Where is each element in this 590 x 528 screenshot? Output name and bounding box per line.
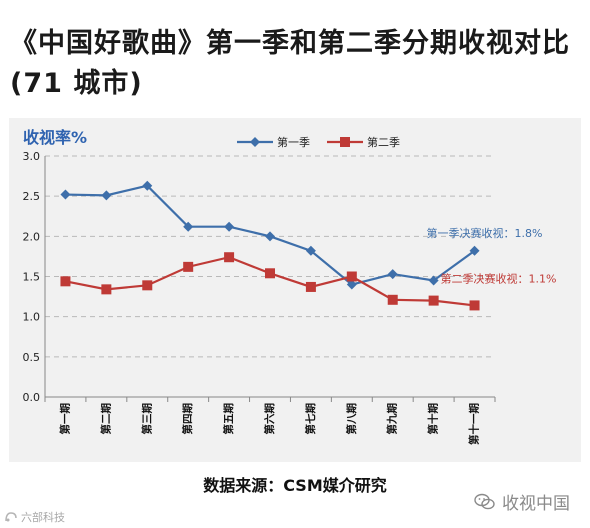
- series-1-point: [142, 180, 153, 191]
- annotation-2: 第二季决赛收视：1.1%: [441, 271, 557, 285]
- data-source-note: 数据来源：CSM媒介研究: [203, 476, 387, 495]
- y-tick-label: 1.5: [23, 271, 41, 284]
- series-2-point: [265, 268, 275, 279]
- series-2-point: [101, 284, 112, 295]
- line-chart: 收视率% 0.0 0.5 1.0 1.5 2.0 2.5 3.0 第一期 第二期 第三期 第四期 第五期…: [23, 128, 557, 445]
- x-tick-label: 第十期: [427, 403, 440, 435]
- series-2-point: [60, 276, 71, 287]
- x-tick-label: 第七期: [304, 403, 317, 435]
- y-tick-label: 1.0: [23, 311, 41, 324]
- y-tick-label: 2.0: [23, 230, 41, 243]
- series-1-point: [101, 190, 112, 201]
- x-tick-label: 第三期: [140, 403, 153, 435]
- series-1-point: [469, 245, 480, 256]
- series-2-point: [469, 300, 480, 311]
- series-2-point: [428, 295, 439, 306]
- y-tick-label: 3.0: [23, 150, 41, 163]
- series-1-point: [183, 221, 194, 232]
- annotation-1: 第一季决赛收视：1.8%: [427, 226, 543, 240]
- watermark-wechat: 收视中国: [474, 489, 570, 514]
- legend-marker-2: [340, 137, 350, 147]
- series-1-point: [346, 279, 357, 290]
- series-2-point: [183, 261, 194, 272]
- series-2-point: [305, 281, 316, 292]
- x-tick-label: 第五期: [222, 403, 235, 435]
- legend-label-2: 第二季: [367, 135, 400, 149]
- series-1-point: [265, 231, 275, 242]
- x-tick-label: 第二期: [99, 403, 112, 435]
- series-1-point: [60, 189, 71, 200]
- x-tick-label: 第十一期: [468, 403, 481, 445]
- series-line-2: [65, 256, 475, 307]
- y-axis-label: 收视率%: [23, 128, 87, 147]
- y-tick-label: 2.5: [23, 190, 41, 203]
- legend-marker-1: [250, 137, 260, 147]
- series-1-point: [428, 275, 439, 286]
- series-2-point: [142, 280, 153, 291]
- series-2-point: [387, 294, 398, 305]
- series-1-point: [305, 245, 316, 256]
- x-tick-label: 第四期: [181, 403, 194, 435]
- watermark-left-text: 六部科技: [21, 511, 65, 524]
- legend-label-1: 第一季: [277, 135, 310, 149]
- watermark-right-text: 收视中国: [502, 494, 570, 514]
- y-tick-label: 0.0: [23, 391, 41, 404]
- watermark-corner: 六部科技: [4, 509, 65, 525]
- series-2-point: [224, 252, 235, 263]
- page-title: 《中国好歌曲》第一季和第二季分期收视对比(71 城市): [10, 28, 570, 99]
- series-1-point: [387, 269, 398, 280]
- x-tick-label: 第六期: [263, 403, 276, 435]
- chart-panel: 收视率% 0.0 0.5 1.0 1.5 2.0 2.5 3.0 第一期 第二期 第三期 第四期 第五期…: [9, 118, 581, 462]
- x-tick-label: 第一期: [58, 403, 71, 435]
- wechat-icon: [474, 493, 495, 509]
- logo-icon: [5, 512, 17, 522]
- series-2-point: [346, 271, 357, 282]
- x-tick-label: 第九期: [386, 403, 399, 435]
- series-1-point: [224, 221, 235, 232]
- x-tick-label: 第八期: [345, 403, 358, 435]
- y-tick-label: 0.5: [23, 351, 41, 364]
